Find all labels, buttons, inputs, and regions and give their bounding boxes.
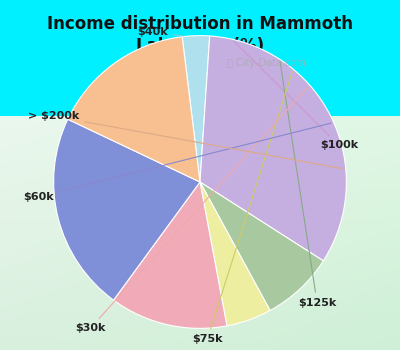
Text: Hispanic or Latino residents: Hispanic or Latino residents <box>107 88 293 101</box>
Text: $100k: $100k <box>234 41 358 150</box>
Text: $75k: $75k <box>192 72 292 344</box>
Wedge shape <box>114 182 227 328</box>
Text: Income distribution in Mammoth
Lakes, CA (%): Income distribution in Mammoth Lakes, CA… <box>47 15 353 55</box>
Wedge shape <box>200 36 346 261</box>
Text: $60k: $60k <box>24 123 331 202</box>
Text: $125k: $125k <box>280 62 336 308</box>
Wedge shape <box>182 36 210 182</box>
Text: $30k: $30k <box>75 87 308 333</box>
Text: ⓘ City-Data.com: ⓘ City-Data.com <box>227 58 306 68</box>
Wedge shape <box>200 182 323 310</box>
Text: $40k: $40k <box>137 27 183 37</box>
Text: > $200k: > $200k <box>28 111 343 169</box>
Wedge shape <box>200 182 270 326</box>
Wedge shape <box>68 37 200 182</box>
Wedge shape <box>54 119 200 300</box>
